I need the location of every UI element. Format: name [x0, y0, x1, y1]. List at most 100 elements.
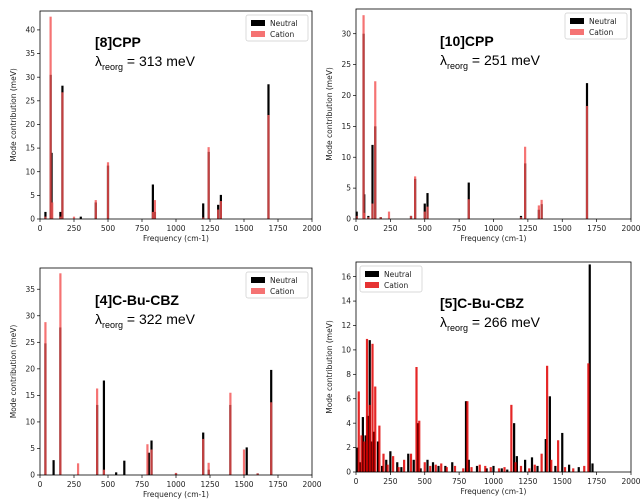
y-tick-label: 5 — [346, 184, 351, 193]
y-tick-label: 4 — [346, 419, 351, 428]
y-tick-label: 15 — [341, 122, 351, 131]
x-tick-label: 2000 — [302, 480, 321, 489]
x-tick-label: 250 — [67, 480, 82, 489]
cation-bar — [371, 343, 374, 472]
lambda-annotation: λreorg = 251 meV — [440, 52, 541, 71]
x-tick-label: 500 — [101, 224, 116, 233]
x-tick-label: 250 — [67, 224, 82, 233]
cation-bar — [409, 215, 413, 219]
neutral-bar — [371, 144, 374, 219]
y-tick-label: 0 — [30, 471, 35, 480]
cation-bar — [585, 105, 589, 219]
y-tick-label: 30 — [25, 311, 35, 320]
lambda-subscript: reorg — [447, 323, 468, 333]
y-tick-label: 20 — [341, 91, 351, 100]
y-tick-label: 0 — [346, 468, 351, 477]
cation-bar — [270, 402, 273, 475]
cation-bar — [557, 440, 560, 472]
cation-bar — [423, 462, 426, 472]
lambda-subscript: reorg — [447, 61, 468, 71]
legend-swatch — [251, 31, 265, 37]
cation-bar — [503, 467, 506, 472]
y-tick-label: 8 — [346, 370, 351, 379]
neutral-bar — [548, 396, 551, 472]
lambda-subscript: reorg — [102, 62, 123, 72]
lambda-annotation: λreorg = 313 meV — [95, 53, 196, 72]
x-tick-label: 1000 — [484, 224, 503, 233]
cation-bar — [519, 465, 523, 472]
cation-bar — [94, 200, 97, 219]
y-tick-label: 40 — [25, 26, 35, 35]
cation-bar — [528, 468, 531, 472]
lambda-symbol: λ — [95, 53, 102, 69]
x-tick-label: 2000 — [621, 224, 640, 233]
cation-bar — [583, 465, 586, 472]
cation-bar — [368, 404, 371, 472]
x-tick-label: 1250 — [200, 480, 219, 489]
neutral-bar — [492, 465, 495, 472]
legend-swatch — [570, 18, 584, 24]
neutral-bar — [554, 465, 557, 472]
neutral-bar — [588, 264, 591, 472]
y-tick-label: 15 — [25, 391, 35, 400]
y-tick-label: 5 — [30, 191, 35, 200]
neutral-bar — [147, 452, 150, 475]
cation-bar — [229, 392, 232, 475]
neutral-bar — [123, 460, 126, 475]
neutral-bar — [500, 468, 503, 472]
cation-bar — [540, 453, 543, 472]
neutral-bar — [102, 380, 106, 475]
cation-bar — [563, 467, 567, 472]
x-tick-label: 1750 — [268, 224, 287, 233]
neutral-bar — [412, 459, 415, 472]
x-tick-label: 250 — [383, 477, 398, 486]
lambda-symbol: λ — [440, 52, 447, 68]
cation-bar — [414, 176, 417, 219]
neutral-bar — [451, 462, 454, 472]
cation-bar — [484, 465, 487, 472]
cation-bar — [174, 472, 178, 475]
x-tick-label: 1750 — [587, 477, 606, 486]
cation-bar — [51, 202, 54, 219]
x-tick-label: 0 — [38, 480, 43, 489]
neutral-bar — [372, 431, 375, 472]
panel-title: [8]CPP — [95, 34, 141, 50]
x-axis-label: Frequency (cm-1) — [461, 234, 527, 243]
cation-bar — [397, 467, 400, 472]
cation-bar — [44, 322, 47, 475]
cation-bar — [409, 453, 413, 472]
y-tick-label: 0 — [30, 215, 35, 224]
y-axis-label: Mode contribution (meV) — [9, 325, 18, 419]
y-tick-label: 10 — [25, 418, 35, 427]
legend-swatch — [570, 29, 584, 35]
cation-bar — [386, 464, 389, 472]
lambda-value: = 251 meV — [468, 52, 541, 68]
legend-label: Cation — [589, 28, 613, 37]
y-tick-label: 2 — [346, 443, 351, 452]
cation-bar — [360, 435, 363, 472]
cation-bar — [524, 146, 527, 219]
neutral-bar — [568, 464, 571, 472]
cation-bar — [76, 463, 80, 475]
legend-label: Cation — [384, 281, 408, 290]
legend-label: Cation — [270, 287, 294, 296]
x-tick-label: 0 — [354, 477, 359, 486]
panel-title: [4]C-Bu-CBZ — [95, 292, 179, 308]
cation-bar — [362, 15, 365, 220]
cation-bar — [489, 467, 492, 472]
cation-bar — [392, 456, 395, 472]
neutral-bar — [385, 459, 388, 472]
neutral-bar — [44, 211, 47, 219]
y-axis-label: Mode contribution (meV) — [325, 67, 334, 161]
neutral-bar — [359, 462, 362, 472]
x-tick-label: 750 — [452, 477, 467, 486]
x-tick-label: 750 — [452, 224, 467, 233]
cation-bar — [478, 464, 481, 472]
cation-bar — [267, 115, 270, 219]
cation-bar — [379, 217, 382, 219]
cation-bar — [365, 338, 369, 472]
neutral-bar — [426, 193, 429, 219]
cation-bar — [462, 468, 465, 472]
neutral-bar — [423, 203, 426, 219]
